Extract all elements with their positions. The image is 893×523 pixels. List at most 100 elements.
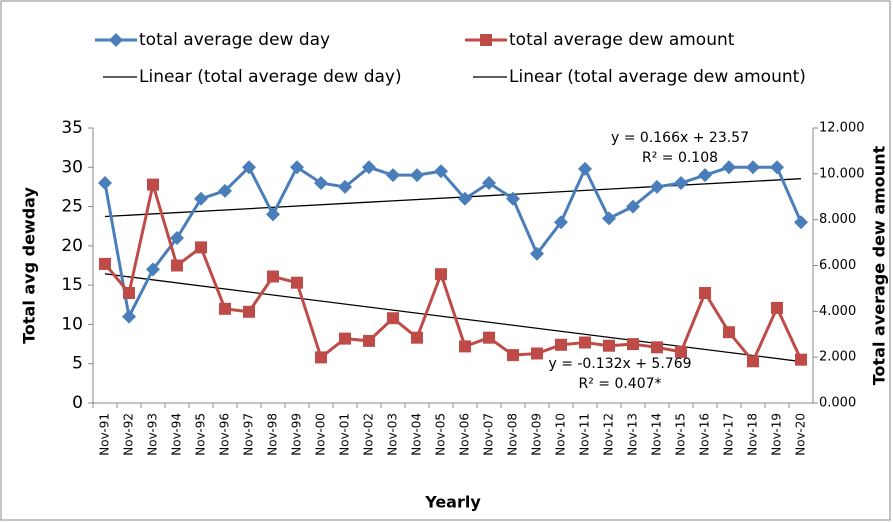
- x-tick-label: Nov-14: [650, 413, 664, 456]
- marker: [218, 183, 232, 198]
- y2-tick-label: 12.000: [819, 121, 865, 136]
- marker: [195, 241, 207, 254]
- trend-equation: y = 0.166x + 23.57: [611, 130, 749, 146]
- x-tick-label: Nov-01: [338, 413, 352, 456]
- legend-label: total average dew amount: [509, 30, 735, 50]
- x-tick-label: Nov-09: [530, 413, 544, 456]
- y-tick-label: 5: [72, 354, 83, 374]
- marker: [794, 215, 808, 230]
- y-axis-label: Total avg dewday: [20, 187, 39, 344]
- x-tick-label: Nov-00: [314, 413, 328, 456]
- marker: [315, 351, 327, 364]
- x-tick-label: Nov-94: [170, 413, 184, 456]
- legend-label: Linear (total average dew day): [139, 67, 402, 87]
- y-tick-label: 30: [61, 157, 83, 177]
- y2-tick-label: 0.000: [819, 396, 856, 411]
- marker: [626, 199, 640, 214]
- x-tick-label: Nov-02: [362, 413, 376, 456]
- marker: [434, 164, 448, 179]
- x-tick-label: Nov-12: [602, 413, 616, 456]
- x-axis-label: Yearly: [424, 493, 481, 512]
- marker: [770, 160, 784, 175]
- x-tick-label: Nov-99: [290, 413, 304, 456]
- marker: [482, 176, 496, 190]
- marker: [219, 302, 231, 315]
- y2-tick-label: 2.000: [819, 350, 856, 365]
- x-tick-label: Nov-06: [458, 413, 472, 456]
- marker: [362, 160, 376, 175]
- y-tick-label: 20: [61, 236, 83, 256]
- marker: [194, 191, 208, 206]
- x-tick-label: Nov-91: [98, 413, 112, 456]
- y2-tick-label: 8.000: [819, 212, 856, 227]
- marker: [506, 191, 520, 206]
- y2-tick-label: 4.000: [819, 304, 856, 319]
- marker: [602, 211, 616, 226]
- x-tick-label: Nov-17: [722, 413, 736, 456]
- x-tick-label: Nov-16: [698, 413, 712, 456]
- x-tick-label: Nov-97: [242, 413, 256, 456]
- marker: [98, 176, 112, 190]
- marker: [530, 246, 544, 261]
- marker: [266, 207, 280, 222]
- marker: [147, 178, 159, 191]
- marker: [795, 353, 807, 366]
- marker: [459, 340, 471, 353]
- x-tick-label: Nov-15: [674, 413, 688, 456]
- x-tick-label: Nov-18: [746, 413, 760, 456]
- marker: [651, 341, 663, 354]
- trend-equation: y = -0.132x + 5.769: [548, 356, 691, 372]
- marker: [314, 176, 328, 190]
- x-tick-label: Nov-92: [122, 413, 136, 456]
- y-tick-label: 35: [61, 118, 83, 138]
- marker: [170, 231, 184, 245]
- y2-tick-label: 10.000: [819, 166, 865, 181]
- marker: [363, 334, 375, 347]
- marker: [747, 355, 759, 368]
- marker: [243, 305, 255, 318]
- marker: [650, 179, 664, 194]
- marker: [699, 287, 711, 299]
- x-tick-label: Nov-13: [626, 413, 640, 456]
- x-tick-label: Nov-19: [770, 413, 784, 456]
- marker: [410, 168, 424, 183]
- marker: [122, 309, 136, 324]
- marker: [291, 276, 303, 289]
- trend-r2: R² = 0.108: [642, 150, 718, 166]
- legend-marker: [480, 34, 492, 46]
- marker: [146, 262, 160, 277]
- marker: [507, 349, 519, 362]
- marker: [722, 160, 736, 175]
- x-tick-label: Nov-95: [194, 413, 208, 456]
- y-tick-label: 0: [72, 393, 83, 413]
- y2-axis-label: Total average dew amount: [870, 145, 889, 385]
- marker: [267, 270, 279, 283]
- marker: [99, 257, 111, 270]
- x-tick-label: Nov-03: [386, 413, 400, 456]
- y-tick-label: 15: [61, 275, 83, 295]
- marker: [579, 336, 591, 349]
- marker: [555, 338, 567, 351]
- marker: [675, 345, 687, 358]
- marker: [339, 332, 351, 345]
- legend-label: Linear (total average dew amount): [509, 67, 806, 87]
- marker: [627, 338, 639, 351]
- marker: [338, 179, 352, 194]
- x-tick-label: Nov-96: [218, 413, 232, 456]
- x-tick-label: Nov-07: [482, 413, 496, 456]
- x-tick-label: Nov-11: [578, 413, 592, 456]
- x-tick-label: Nov-20: [794, 413, 808, 456]
- marker: [554, 215, 568, 230]
- y-tick-label: 25: [61, 197, 83, 217]
- marker: [458, 191, 472, 206]
- marker: [723, 326, 735, 339]
- marker: [771, 301, 783, 314]
- marker: [411, 331, 423, 344]
- marker: [746, 160, 760, 175]
- legend-marker: [109, 33, 123, 47]
- marker: [123, 287, 135, 299]
- series-line: [103, 178, 803, 365]
- marker: [171, 259, 183, 272]
